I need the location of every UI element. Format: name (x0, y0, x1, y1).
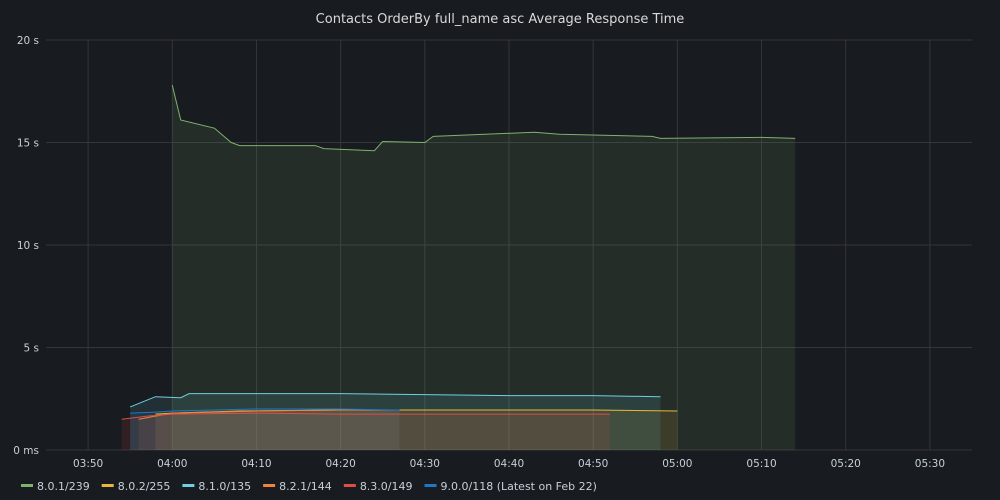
series-area-1 (172, 85, 796, 450)
x-tick-label: 04:50 (578, 458, 608, 470)
x-tick-label: 05:20 (831, 458, 861, 470)
x-tick-label: 04:00 (157, 458, 187, 470)
area-layer (121, 85, 796, 450)
legend-swatch (263, 484, 276, 487)
series-area-5 (121, 413, 611, 450)
x-tick-label: 04:20 (326, 458, 356, 470)
x-tick-label: 05:30 (915, 458, 945, 470)
y-tick-label: 5 s (24, 343, 40, 355)
y-tick-label: 15 s (17, 138, 39, 150)
x-tick-label: 04:30 (410, 458, 440, 470)
x-tick-label: 03:50 (73, 458, 103, 470)
y-tick-label: 0 ms (13, 445, 39, 457)
legend-label: 8.0.1/239 (37, 480, 90, 493)
legend-label: 8.1.0/135 (198, 480, 251, 493)
series-line-5 (121, 412, 611, 420)
series-area-6 (130, 409, 400, 450)
legend-item-1[interactable]: 8.0.1/239 (21, 480, 90, 493)
y-tick-label: 20 s (17, 35, 39, 47)
axis-layer: 0 ms 5 s 10 s 15 s 20 s 03:50 04:00 04:10 04:20 0… (13, 35, 945, 470)
chart-title: Contacts OrderBy full_name asc Average R… (316, 12, 685, 27)
legend-item-5[interactable]: 8.3.0/149 (343, 480, 413, 493)
x-tick-label: 05:10 (746, 458, 776, 470)
x-tick-label: 05:00 (662, 458, 692, 470)
series-line-3 (129, 393, 661, 408)
legend-swatch (101, 484, 114, 487)
grid-layer (46, 39, 972, 451)
legend-swatch (424, 484, 437, 487)
x-tick-label: 04:40 (494, 458, 524, 470)
y-tick-label: 10 s (17, 240, 39, 252)
legend-swatch (182, 484, 195, 487)
legend-label: 9.0.0/118 (Latest on Feb 22) (441, 480, 597, 493)
legend-item-6[interactable]: 9.0.0/118 (Latest on Feb 22) (424, 480, 597, 493)
legend-item-3[interactable]: 8.1.0/135 (182, 480, 251, 493)
series-line-1 (171, 84, 796, 152)
legend-label: 8.2.1/144 (279, 480, 332, 493)
legend-swatch (21, 484, 33, 487)
series-area-4 (138, 410, 400, 450)
legend-label: 8.0.2/255 (118, 480, 171, 493)
legend-item-2[interactable]: 8.0.2/255 (101, 480, 171, 493)
series-area-2 (155, 410, 678, 450)
legend-swatch (343, 484, 356, 487)
series-line-6 (130, 408, 400, 414)
line-layer (121, 84, 796, 420)
x-tick-label: 04:10 (241, 458, 271, 470)
legend-label: 8.3.0/149 (360, 480, 413, 493)
legend-item-4[interactable]: 8.2.1/144 (263, 480, 332, 493)
series-line-4 (138, 409, 400, 420)
legend: 8.0.1/239 8.0.2/255 8.1.0/135 8.2.1/144 8.3.… (21, 480, 597, 493)
series-area-3 (130, 393, 661, 450)
